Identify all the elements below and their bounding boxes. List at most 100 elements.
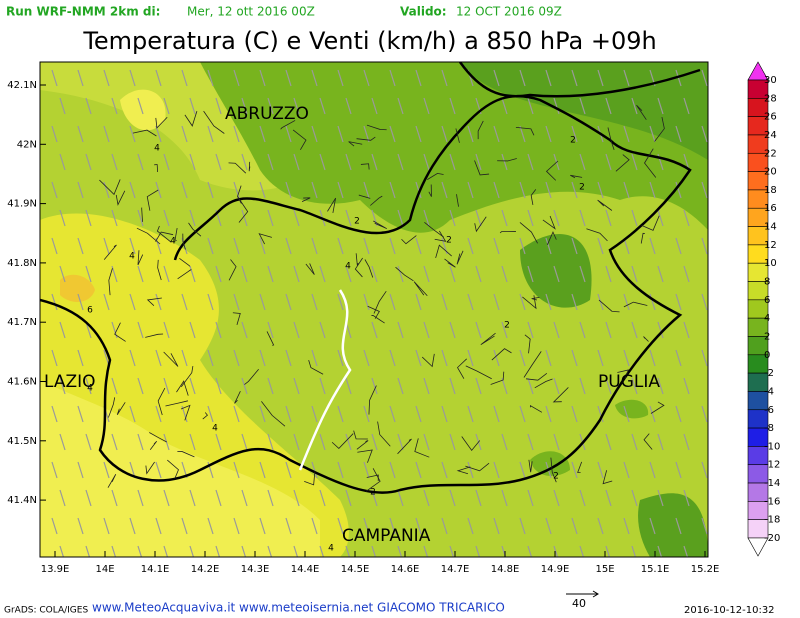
region-label: PUGLIA [598, 372, 660, 392]
wind-arrow [423, 321, 430, 339]
municipal-border [154, 164, 159, 173]
wind-arrow [285, 405, 292, 423]
wind-arrow [423, 153, 430, 171]
coast-line [458, 62, 701, 98]
colorbar-label: -12 [764, 460, 780, 471]
credit: GrADS: COLA/IGES [4, 606, 88, 616]
wind-arrow [259, 125, 266, 143]
wind-arrow [675, 405, 682, 423]
wind-arrow [363, 181, 370, 199]
wind-arrow [163, 321, 170, 339]
wind-arrow [449, 209, 456, 227]
wind-arrow [319, 489, 326, 507]
wind-arrow [241, 321, 248, 339]
municipal-border [366, 474, 379, 482]
wind-arrow [371, 321, 378, 339]
colorbar-label: 14 [764, 222, 777, 233]
municipal-border [228, 162, 247, 174]
wind-arrow [293, 209, 300, 227]
municipal-border [368, 385, 377, 415]
wind-arrow [467, 125, 474, 143]
wind-arrow [311, 517, 318, 535]
wind-arrow [501, 433, 508, 451]
wind-arrow [441, 461, 448, 479]
lat-label: 41.7N [7, 317, 37, 328]
municipal-border [137, 250, 144, 266]
wind-arrow [657, 265, 664, 283]
wind-arrow [493, 461, 500, 479]
lat-labels: 42.1N 42N 41.9N 41.8N 41.7N 41.6N 41.5N 41.4N [7, 80, 46, 506]
municipal-border [360, 163, 370, 170]
wind-arrow [259, 293, 266, 311]
lat-label: 41.9N [7, 199, 37, 210]
municipal-border [643, 336, 649, 342]
wind-arrow [675, 181, 682, 199]
municipal-border [258, 233, 272, 245]
wind-arrow [259, 237, 266, 255]
wind-arrow [337, 181, 344, 199]
municipal-border [237, 185, 242, 204]
wind-arrow [527, 321, 534, 339]
lon-label: 14.4E [291, 564, 320, 575]
wind-arrow [675, 517, 682, 535]
wind-arrow [51, 237, 58, 255]
wind-arrow [501, 97, 508, 115]
wind-arrow [657, 209, 664, 227]
municipal-border [103, 244, 117, 260]
municipal-border [542, 215, 556, 230]
province-border [298, 289, 352, 471]
wind-arrow [267, 209, 274, 227]
wind-arrow [553, 209, 560, 227]
municipal-border [465, 365, 492, 380]
wind-arrow [85, 153, 92, 171]
wind-arrow [363, 237, 370, 255]
wind-arrow [415, 237, 422, 255]
wind-arrow [605, 209, 612, 227]
municipal-border [356, 136, 376, 141]
contour-label: 4 [170, 237, 176, 247]
wind-arrow [701, 237, 708, 255]
municipal-border [457, 358, 467, 379]
municipal-border [301, 197, 311, 203]
field-2b [530, 451, 570, 476]
wind-arrow [163, 209, 170, 227]
wind-arrow [77, 125, 84, 143]
map [40, 62, 708, 557]
wind-arrow [631, 153, 638, 171]
wind-arrow [423, 97, 430, 115]
municipal-border [155, 231, 174, 242]
colorbar-label: 10 [764, 258, 777, 269]
field-2c [615, 399, 649, 419]
wind-arrow [371, 153, 378, 171]
wind-arrow [545, 237, 552, 255]
wind-arrow [311, 237, 318, 255]
wind-arrow [111, 97, 118, 115]
municipal-border [515, 126, 535, 136]
municipal-border [174, 227, 178, 241]
wind-arrow [449, 265, 456, 283]
colorbar: 302826242220181614121086420-2-4-6-8-10-1… [747, 61, 780, 557]
lon-label: 15E [595, 564, 614, 575]
wind-arrow [337, 293, 344, 311]
wind-arrow [519, 405, 526, 423]
wind-arrow [207, 405, 214, 423]
region-label: LAZIO [44, 372, 96, 392]
wind-arrow [371, 97, 378, 115]
contour-label: 2 [446, 236, 452, 246]
wind-arrow [397, 433, 404, 451]
wind-arrow [241, 489, 248, 507]
wind-arrow [441, 293, 448, 311]
sites: www.MeteoAcquaviva.it www.meteoisernia.n… [92, 601, 505, 615]
municipal-border [607, 127, 615, 150]
wind-ref: 40 [572, 597, 586, 610]
colorbar-label: 28 [764, 93, 777, 104]
contour-label: 2 [370, 488, 376, 498]
wind-arrow [605, 97, 612, 115]
wind-arrow [475, 321, 482, 339]
wind-arrow [259, 181, 266, 199]
wind-arrow [467, 181, 474, 199]
wind-arrow [649, 237, 656, 255]
wind-arrow [155, 125, 162, 143]
wind-arrow [493, 181, 500, 199]
wind-arrow [701, 293, 708, 311]
